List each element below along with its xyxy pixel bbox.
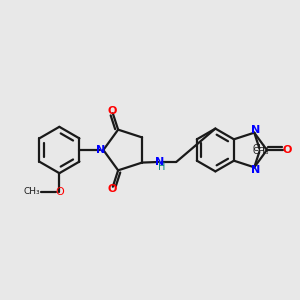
Text: CH₃: CH₃ — [253, 147, 269, 156]
Text: O: O — [282, 145, 292, 155]
Text: CH₃: CH₃ — [23, 187, 40, 196]
Text: O: O — [55, 187, 64, 196]
Text: H: H — [158, 162, 166, 172]
Text: N: N — [251, 125, 260, 135]
Text: O: O — [107, 106, 116, 116]
Text: N: N — [155, 157, 164, 167]
Text: N: N — [96, 145, 106, 155]
Text: O: O — [107, 184, 116, 194]
Text: CH₃: CH₃ — [253, 144, 269, 153]
Text: N: N — [251, 165, 260, 175]
